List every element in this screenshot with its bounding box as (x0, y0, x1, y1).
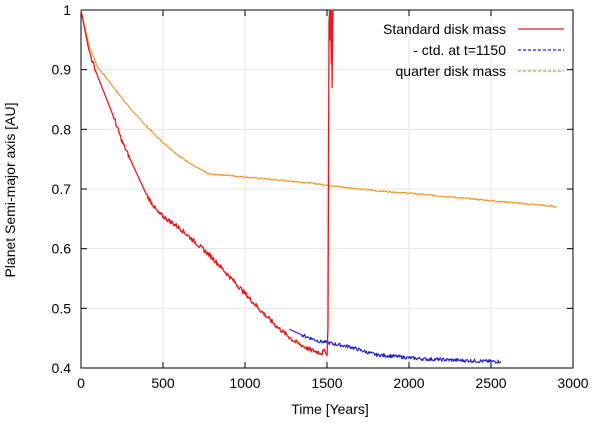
legend-label-continued: - ctd. at t=1150 (413, 42, 506, 58)
series-line-continued (289, 328, 502, 364)
x-tick-label: 2500 (475, 375, 506, 391)
legend-label-quarter: quarter disk mass (396, 63, 506, 79)
x-tick-label: 1000 (229, 375, 260, 391)
x-tick-label: 1500 (311, 375, 342, 391)
x-axis: 0 500 1000 1500 2000 2500 3000 (77, 10, 589, 391)
legend: Standard disk mass - ctd. at t=1150 quar… (383, 21, 564, 79)
x-tick-label: 2000 (393, 375, 424, 391)
y-tick-label: 0.4 (52, 360, 72, 376)
y-tick-label: 0.9 (52, 62, 72, 78)
grid (81, 10, 573, 368)
x-tick-label: 500 (151, 375, 175, 391)
series-layer (80, 9, 557, 364)
y-tick-label: 0.5 (52, 300, 72, 316)
x-tick-label: 3000 (557, 375, 588, 391)
y-tick-label: 0.6 (52, 241, 72, 257)
y-axis-title: Planet Semi-major axis [AU] (2, 102, 18, 277)
x-axis-title: Time [Years] (291, 401, 369, 417)
series-line-quarter (80, 9, 557, 209)
y-tick-label: 0.7 (52, 181, 72, 197)
x-tick-label: 0 (77, 375, 85, 391)
legend-label-standard: Standard disk mass (383, 21, 506, 37)
y-axis: 0.4 0.5 0.6 0.7 0.8 0.9 1 (52, 2, 573, 376)
y-tick-label: 1 (63, 2, 71, 18)
y-tick-label: 0.8 (52, 121, 72, 137)
series-line-standard (80, 9, 334, 357)
